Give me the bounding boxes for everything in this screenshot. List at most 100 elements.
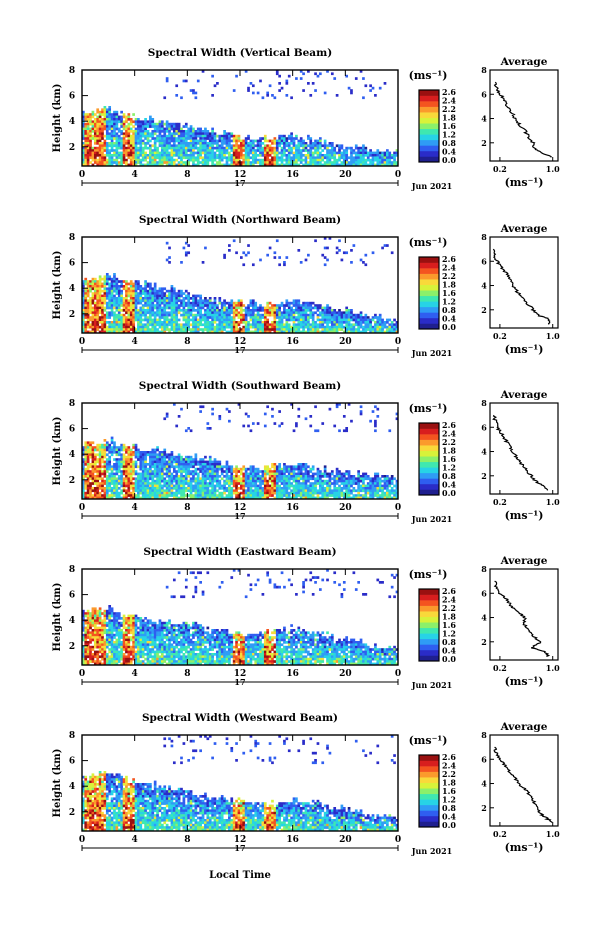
heatmap-cell [134,489,138,493]
heatmap-cell [393,151,396,155]
heatmap-cell [223,132,226,136]
heatmap-cell [156,304,159,307]
heatmap-cell [125,455,128,459]
heatmap-cell [177,297,181,300]
heatmap-cell [180,467,183,471]
heatmap-cell [204,455,207,459]
heatmap-cell [134,330,138,334]
heatmap-cell [103,163,107,167]
heatmap-cell [206,313,210,317]
heatmap-cell [153,479,157,483]
heatmap-cell [378,323,382,327]
heatmap-cell [170,458,174,461]
heatmap-cell [275,321,279,324]
heatmap-cell [287,325,291,329]
heatmap-cell [220,301,224,305]
heatmap-cell [149,299,152,303]
heatmap-cell [213,151,217,155]
heatmap-cell [381,330,384,334]
heatmap-cell [304,318,308,322]
heatmap-cell [323,313,327,317]
heatmap-cell [139,163,143,167]
heatmap-cell [122,120,126,124]
heatmap-cell [271,311,274,315]
heatmap-cell [285,94,289,97]
heatmap-cell [172,158,176,162]
heatmap-cell [120,292,123,295]
heatmap-cell [110,280,114,283]
heatmap-cell [237,158,241,162]
heatmap-cell [170,146,174,150]
heatmap-cell [113,465,116,469]
heatmap-cell [292,321,296,324]
heatmap-cell [84,158,88,162]
heatmap-cell [158,137,162,140]
heatmap-cell [220,306,224,310]
heatmap-cell [103,446,107,449]
heatmap-cell [132,154,135,157]
heatmap-cell [89,443,92,447]
heatmap-cell [254,472,258,476]
heatmap-cell [86,443,90,447]
heatmap-cell [242,477,246,481]
heatmap-cell [86,289,90,293]
heatmap-cell [149,149,152,152]
heatmap-cell [117,448,121,452]
heatmap-cell [156,472,159,476]
heatmap-cell [316,316,320,319]
heatmap-cell [105,154,109,157]
heatmap-cell [156,149,159,152]
heatmap-cell [254,149,258,152]
heatmap-cell [242,467,246,471]
heatmap-cell [330,316,334,319]
heatmap-cell [335,151,339,155]
heatmap-cell [333,149,337,152]
heatmap-cell [172,289,176,293]
heatmap-cell [228,158,231,162]
heatmap-cell [211,137,214,140]
heatmap-cell [192,330,195,334]
heatmap-cell [84,323,88,327]
heatmap-cell [204,482,207,485]
heatmap-cell [316,328,320,331]
heatmap-cell [139,458,143,461]
colorbar: 2.62.42.21.81.61.20.80.40.0 [418,254,456,332]
heatmap-cell [223,309,226,312]
heatmap-cell [383,158,387,162]
heatmap-cell [206,151,210,155]
heatmap-cell [105,489,109,493]
heatmap-cell [137,130,140,133]
heatmap-cell [86,139,90,143]
heatmap-cell [273,251,277,255]
heatmap-cell [211,306,214,310]
heatmap-cell [307,253,310,257]
heatmap-cell [115,489,119,493]
heatmap-cell [201,405,205,409]
heatmap-cell [266,91,270,95]
heatmap-cell [213,134,217,138]
heatmap-cell [196,311,200,315]
heatmap-cell [84,130,88,133]
heatmap-cell [345,318,349,322]
heatmap-cell [113,275,116,279]
heatmap-cell [364,253,368,257]
heatmap-cell [225,301,229,305]
heatmap-cell [259,328,262,331]
heatmap-cell [103,110,107,114]
heatmap-cell [96,115,100,119]
heatmap-cell [82,132,85,136]
heatmap-cell [163,313,167,317]
colorbar-swatch [419,156,439,163]
heatmap-cell [321,316,325,319]
heatmap-cell [182,316,186,319]
heatmap-cell [182,323,186,327]
heatmap-cell [259,482,262,485]
heatmap-cell [139,297,143,300]
heatmap-cell [280,325,284,329]
panel-0: Spectral Width (Vertical Beam)2468Height… [52,47,560,191]
heatmap-cell [149,323,152,327]
heatmap-cell [201,465,205,469]
heatmap-cell [122,496,126,500]
heatmap-cell [153,294,157,298]
heatmap-cell [182,460,186,464]
